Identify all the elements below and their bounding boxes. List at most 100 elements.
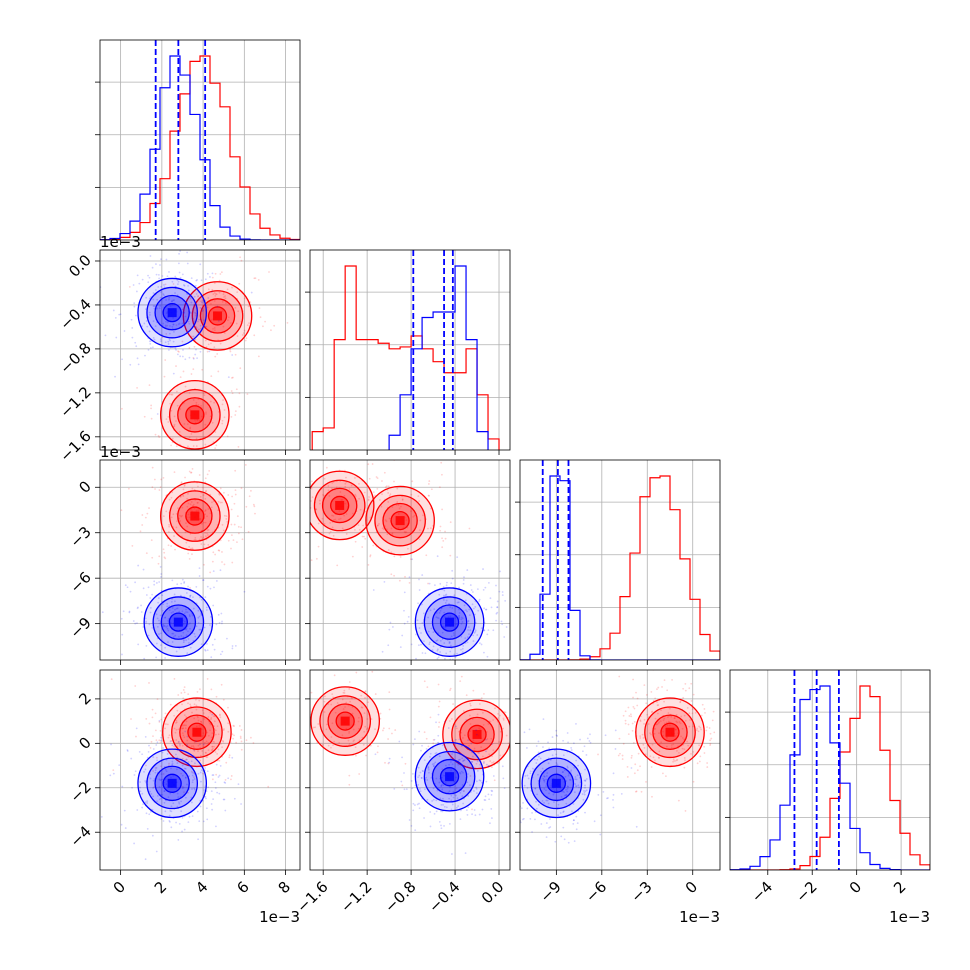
scatter-point [422, 770, 424, 773]
scatter-point [187, 289, 190, 292]
scatter-point [267, 785, 270, 788]
scatter-point [482, 711, 484, 714]
scatter-point [183, 714, 186, 717]
scatter-point [366, 718, 369, 720]
density-peak [551, 778, 561, 788]
scatter-point [214, 781, 217, 784]
scatter-point [489, 720, 492, 723]
scatter-point [135, 735, 137, 738]
scatter-point [312, 726, 315, 729]
scatter-point [550, 785, 553, 787]
scatter-point [175, 787, 178, 790]
scatter-point [487, 793, 490, 796]
scatter-point [181, 308, 184, 311]
scatter-point [179, 250, 182, 252]
scatter-point [435, 751, 438, 754]
scatter-point [164, 324, 167, 327]
scatter-point [247, 305, 250, 308]
scatter-point [543, 775, 546, 778]
scatter-point [188, 347, 191, 349]
scatter-point [167, 736, 170, 739]
scatter-point [209, 711, 212, 714]
scatter-point [450, 808, 453, 811]
scatter-point [382, 729, 384, 732]
scatter-point [554, 840, 557, 843]
scatter-point [572, 742, 575, 745]
scatter-point [443, 825, 445, 827]
scatter-point [689, 719, 692, 721]
scatter-point [556, 763, 559, 766]
scatter-point [213, 327, 216, 329]
scatter-point [172, 283, 175, 285]
scatter-point [189, 646, 192, 649]
scatter-point [197, 719, 200, 722]
scatter-point [388, 517, 391, 520]
panel-p0-p1 [100, 250, 289, 450]
scatter-point [162, 293, 165, 295]
scatter-point [503, 826, 505, 828]
density-peak [167, 308, 177, 318]
scatter-point [173, 677, 176, 680]
scatter-point [478, 600, 481, 603]
scatter-point [664, 775, 667, 778]
scatter-point [466, 781, 469, 784]
scatter-point [311, 496, 314, 499]
scatter-point [457, 805, 460, 807]
scatter-point [169, 305, 172, 307]
scatter-point [354, 540, 357, 543]
scatter-point [442, 599, 445, 601]
scatter-point [202, 732, 205, 735]
scatter-point [448, 602, 450, 605]
scatter-point [542, 718, 545, 721]
scatter-point [627, 706, 630, 709]
scatter-point [310, 559, 313, 562]
scatter-point [339, 517, 342, 520]
scatter-point [448, 720, 451, 722]
scatter-point [435, 777, 438, 780]
scatter-point [490, 789, 493, 792]
scatter-point [144, 801, 147, 804]
scatter-point [426, 798, 429, 801]
scatter-point [612, 772, 615, 775]
scatter-point [180, 582, 183, 585]
scatter-point [526, 807, 529, 810]
scatter-point [397, 526, 400, 529]
scatter-point [507, 742, 510, 745]
scatter-point [393, 574, 395, 577]
scatter-point [204, 490, 207, 493]
scatter-point [482, 588, 485, 591]
scatter-point [643, 684, 646, 687]
scatter-point [210, 290, 213, 293]
scatter-point [213, 299, 216, 302]
scatter-point [459, 680, 462, 683]
scatter-point [199, 518, 202, 521]
scatter-point [403, 591, 406, 594]
scatter-point [444, 537, 447, 540]
scatter-point [146, 512, 149, 515]
scatter-point [259, 316, 262, 319]
scatter-point [485, 608, 488, 611]
scatter-point [453, 653, 456, 656]
scatter-point [419, 790, 422, 793]
scatter-point [206, 585, 209, 588]
scatter-point [338, 518, 340, 521]
scatter-point [620, 792, 623, 795]
scatter-point [404, 575, 406, 578]
scatter-point [627, 723, 630, 726]
scatter-point [406, 620, 409, 623]
scatter-point [217, 733, 220, 736]
scatter-point [210, 302, 212, 305]
scatter-point [557, 803, 560, 806]
scatter-point [173, 593, 176, 596]
scatter-point [157, 273, 160, 276]
scatter-point [582, 798, 585, 801]
scatter-point [220, 683, 223, 686]
scatter-point [501, 591, 504, 593]
scatter-point [485, 738, 487, 741]
scatter-point [310, 500, 312, 502]
scatter-point [436, 657, 439, 660]
scatter-point [712, 710, 715, 713]
density-peak [445, 617, 455, 627]
scatter-point [216, 353, 219, 355]
scatter-point [202, 494, 205, 497]
